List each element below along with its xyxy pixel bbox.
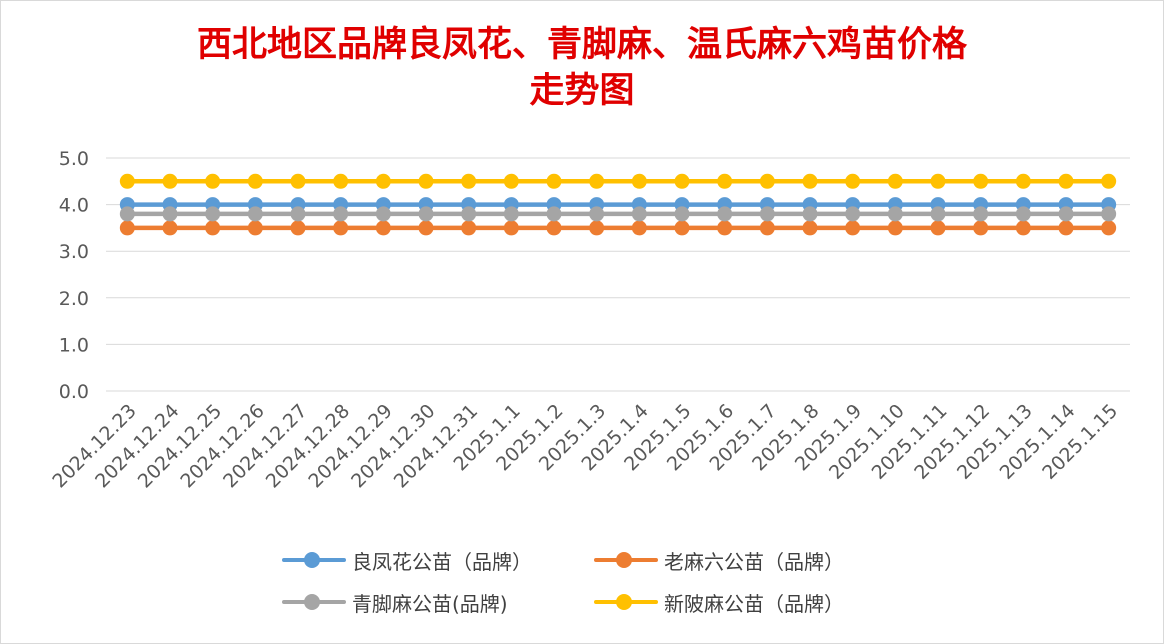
legend-label: 老麻六公苗（品牌） — [664, 549, 844, 574]
series-point — [674, 173, 690, 189]
series-point — [290, 206, 306, 222]
legend-item: 老麻六公苗（品牌） — [592, 540, 844, 580]
series-point — [845, 220, 861, 236]
legend-swatch — [592, 550, 660, 570]
series-point — [247, 220, 263, 236]
series-point — [759, 220, 775, 236]
series-point — [631, 220, 647, 236]
series-point — [973, 173, 989, 189]
series-point — [1015, 173, 1031, 189]
y-tick-label: 3.0 — [59, 241, 89, 263]
legend-swatch — [592, 592, 660, 612]
series-point — [119, 206, 135, 222]
legend-swatch-marker — [304, 552, 320, 568]
y-tick-label: 2.0 — [59, 288, 89, 310]
legend-item: 新陂麻公苗（品牌） — [592, 582, 844, 622]
y-tick-label: 4.0 — [59, 195, 89, 217]
series-point — [205, 220, 221, 236]
legend-label: 新陂麻公苗（品牌） — [664, 591, 844, 616]
series-point — [717, 220, 733, 236]
y-tick-label: 5.0 — [59, 148, 89, 170]
legend-item: 良凤花公苗（品牌） — [280, 540, 532, 580]
series-point — [1058, 206, 1074, 222]
series-point — [845, 206, 861, 222]
series-point — [205, 173, 221, 189]
series-point — [119, 220, 135, 236]
series-point — [930, 173, 946, 189]
series-point — [546, 173, 562, 189]
series-point — [717, 173, 733, 189]
series-point — [375, 173, 391, 189]
series-point — [802, 173, 818, 189]
series-point — [333, 173, 349, 189]
series-point — [1058, 220, 1074, 236]
series-point — [119, 173, 135, 189]
series-point — [503, 206, 519, 222]
legend-swatch-marker — [616, 552, 632, 568]
series-point — [973, 206, 989, 222]
series-point — [1058, 173, 1074, 189]
series-point — [461, 220, 477, 236]
series-point — [162, 206, 178, 222]
series-point — [418, 206, 434, 222]
chart-title-line-1: 西北地区品牌良凤花、青脚麻、温氏麻六鸡苗价格 — [196, 24, 967, 65]
series-point — [247, 206, 263, 222]
series-point — [162, 173, 178, 189]
legend-swatch — [280, 592, 348, 612]
series-point — [333, 220, 349, 236]
legend-swatch-marker — [304, 594, 320, 610]
y-tick-label: 0.0 — [59, 381, 89, 403]
series-point — [333, 206, 349, 222]
series-point — [589, 220, 605, 236]
series-point — [802, 206, 818, 222]
legend-item: 青脚麻公苗(品牌) — [280, 582, 508, 622]
series-point — [503, 173, 519, 189]
series-point — [887, 220, 903, 236]
series-point — [631, 206, 647, 222]
series-point — [930, 206, 946, 222]
series-point — [1015, 220, 1031, 236]
series-point — [759, 206, 775, 222]
series-point — [930, 220, 946, 236]
series-point — [759, 173, 775, 189]
series-point — [887, 173, 903, 189]
series-point — [503, 220, 519, 236]
series-point — [1101, 206, 1117, 222]
series-point — [418, 173, 434, 189]
series-point — [546, 206, 562, 222]
series-point — [589, 173, 605, 189]
series-point — [546, 220, 562, 236]
series-point — [375, 220, 391, 236]
series-point — [973, 220, 989, 236]
series-point — [205, 206, 221, 222]
chart-title: 西北地区品牌良凤花、青脚麻、温氏麻六鸡苗价格 走势图 — [0, 22, 1164, 114]
series-point — [418, 220, 434, 236]
series-point — [845, 173, 861, 189]
series-point — [290, 173, 306, 189]
series-point — [247, 173, 263, 189]
series-point — [631, 173, 647, 189]
series-point — [717, 206, 733, 222]
series-point — [674, 206, 690, 222]
series-point — [461, 206, 477, 222]
series-point — [674, 220, 690, 236]
series-point — [887, 206, 903, 222]
series-point — [461, 173, 477, 189]
series-point — [290, 220, 306, 236]
legend-label: 良凤花公苗（品牌） — [352, 549, 532, 574]
legend-swatch-marker — [616, 594, 632, 610]
series-point — [1101, 173, 1117, 189]
series-point — [1015, 206, 1031, 222]
series-point — [1101, 220, 1117, 236]
series-point — [375, 206, 391, 222]
y-tick-label: 1.0 — [59, 334, 89, 356]
legend-label: 青脚麻公苗(品牌) — [352, 591, 508, 616]
legend-swatch — [280, 550, 348, 570]
series-point — [162, 220, 178, 236]
series-point — [802, 220, 818, 236]
chart-title-line-2: 走势图 — [529, 70, 635, 111]
series-point — [589, 206, 605, 222]
